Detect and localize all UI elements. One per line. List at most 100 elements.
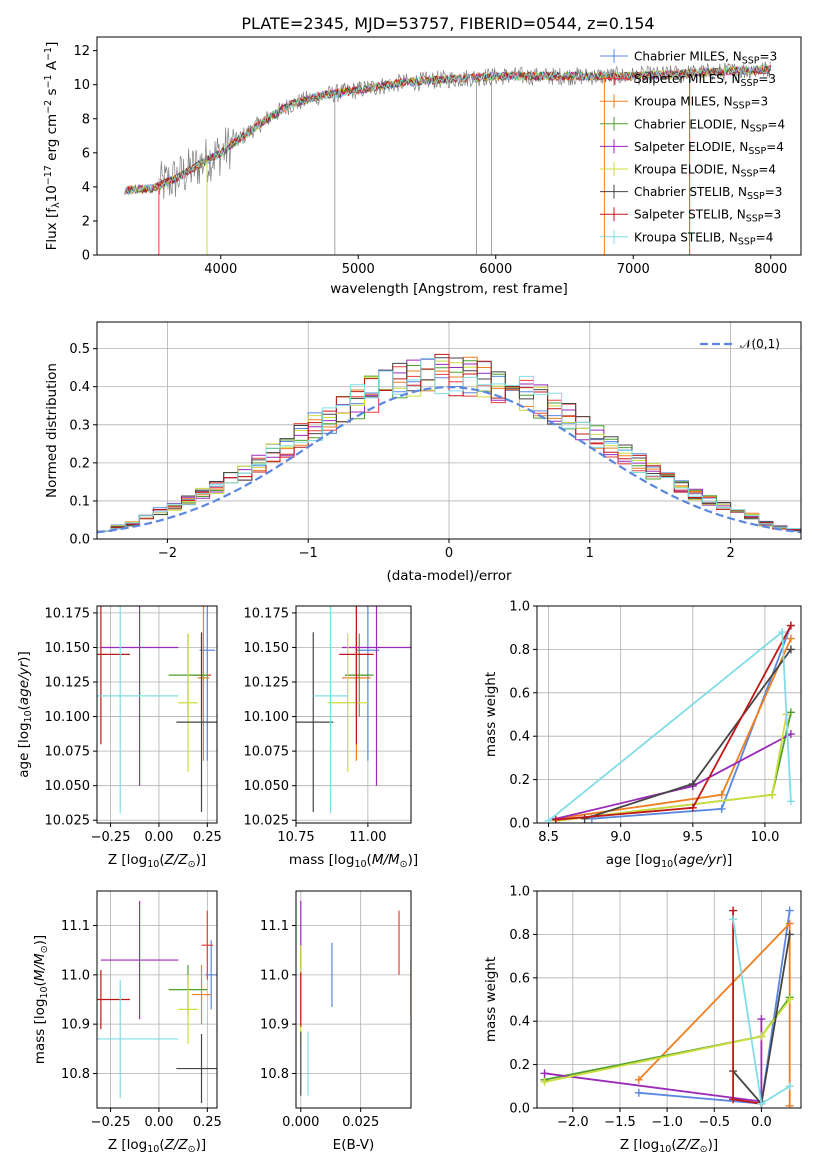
y-tick-label: 10.075 bbox=[244, 745, 290, 760]
axes-frame bbox=[96, 605, 218, 824]
y-tick-label: 11.1 bbox=[61, 919, 90, 934]
x-tick-label: 0.025 bbox=[342, 1115, 379, 1130]
gridlines bbox=[537, 605, 801, 824]
y-tick-label: 0.2 bbox=[509, 773, 530, 788]
panel-spectrum: 4000 5000 6000 7000 8000 0 2 4 6 8 10 12 wavelength … bbox=[43, 36, 802, 297]
weight-marker bbox=[778, 628, 787, 637]
plot-area bbox=[124, 61, 772, 255]
y-tick-label: 0.2 bbox=[69, 456, 90, 471]
x-tick-label: −1 bbox=[299, 546, 318, 561]
panel-residuals: −2 −1 0 1 2 0.0 0.1 0.2 0.3 0.4 0.5 𝒩(0,1) (data-mod… bbox=[44, 321, 802, 584]
y-tick-label: 10.100 bbox=[244, 710, 290, 725]
x-axis-label: mass [log10(M/M⊙)] bbox=[289, 852, 418, 870]
x-tick-label: 0.000 bbox=[282, 1115, 319, 1130]
plot-area bbox=[296, 606, 411, 814]
axes-frame bbox=[96, 36, 802, 256]
weight-line bbox=[584, 648, 792, 820]
x-tick-label: −1.0 bbox=[651, 1115, 683, 1130]
y-tick-label: 0.4 bbox=[69, 380, 90, 395]
x-tick-label: 10.75 bbox=[277, 830, 314, 845]
y-tick-label: 8 bbox=[82, 112, 90, 127]
y-tick-label: 0.6 bbox=[509, 971, 530, 986]
y-tick-label: 10 bbox=[73, 78, 90, 93]
y-tick-label: 4 bbox=[82, 180, 90, 195]
y-tick-label: 0.8 bbox=[509, 643, 530, 658]
x-tick-label: −0.25 bbox=[91, 1115, 131, 1130]
y-tick-label: 0.5 bbox=[69, 342, 90, 357]
legend-label: Chabrier MILES, NSSP=3 bbox=[634, 50, 777, 67]
weight-marker bbox=[634, 1075, 643, 1084]
y-tick-label: 10.050 bbox=[45, 779, 91, 794]
weight-marker bbox=[688, 803, 697, 812]
y-tick-label: 10.100 bbox=[45, 710, 91, 725]
x-tick-label: 8000 bbox=[754, 262, 787, 277]
x-tick-label: 5000 bbox=[342, 262, 375, 277]
weight-marker bbox=[551, 815, 560, 823]
y-tick-label: 0.3 bbox=[69, 418, 90, 433]
y-tick-label: 11.0 bbox=[260, 968, 289, 983]
y-tick-label: 12 bbox=[73, 44, 90, 59]
x-axis-label: wavelength [Angstrom, rest frame] bbox=[330, 281, 568, 297]
panel-weight_vs_Z: −2.0 −1.5 −1.0 −0.5 0.0 0.0 0.2 0.4 0.6 0.8 1.0 Z [… bbox=[483, 885, 802, 1155]
y-tick-label: 10.175 bbox=[45, 606, 91, 621]
x-tick-label: 2 bbox=[726, 546, 734, 561]
weight-marker bbox=[717, 790, 726, 799]
plot-area bbox=[97, 353, 801, 534]
x-tick-label: −1.5 bbox=[604, 1115, 636, 1130]
y-tick-label: 10.9 bbox=[260, 1018, 289, 1033]
legend-label: Kroupa ELODIE, NSSP=4 bbox=[634, 163, 776, 180]
y-tick-label: 10.175 bbox=[244, 606, 290, 621]
weight-marker bbox=[786, 621, 795, 630]
weight-marker bbox=[786, 797, 795, 806]
x-tick-label: 0.25 bbox=[193, 830, 222, 845]
x-axis-label: age [log10(age/yr)] bbox=[606, 852, 732, 870]
axes-frame bbox=[295, 890, 412, 1109]
y-tick-label: 11.1 bbox=[260, 919, 289, 934]
legend-label: Chabrier STELIB, NSSP=3 bbox=[634, 185, 782, 202]
weight-marker bbox=[729, 1095, 738, 1104]
axes-frame bbox=[96, 890, 218, 1109]
panel-mass_vs_ebv: 0.000 0.025 10.8 10.9 11.0 11.1 E(B-V) bbox=[260, 890, 412, 1153]
legend-label: Salpeter MILES, NSSP=3 bbox=[634, 72, 776, 89]
histogram-step bbox=[97, 353, 801, 532]
y-tick-label: 10.075 bbox=[45, 745, 91, 760]
y-axis-label: mass [log10(M/M⊙)] bbox=[32, 935, 50, 1064]
histogram-step bbox=[97, 357, 801, 532]
legend-label: Chabrier ELODIE, NSSP=4 bbox=[634, 117, 785, 134]
weight-marker bbox=[757, 1099, 766, 1108]
legend-label: 𝒩(0,1) bbox=[740, 337, 780, 351]
weight-line bbox=[555, 638, 792, 820]
y-tick-label: 10.050 bbox=[244, 779, 290, 794]
y-axis-label: Flux [fλ10−17 erg cm−2 s−1 A−1] bbox=[43, 42, 62, 251]
gridlines bbox=[97, 891, 217, 1108]
weight-marker bbox=[768, 790, 777, 799]
weight-marker bbox=[786, 634, 795, 643]
weight-marker bbox=[717, 804, 726, 813]
legend-label: Salpeter ELODIE, NSSP=4 bbox=[634, 140, 784, 157]
normal-curve bbox=[97, 385, 801, 534]
y-tick-label: 10.025 bbox=[244, 814, 290, 829]
y-tick-label: 6 bbox=[82, 146, 90, 161]
weight-marker bbox=[540, 1069, 549, 1078]
x-tick-label: 7000 bbox=[617, 262, 650, 277]
y-tick-label: 0.4 bbox=[509, 1015, 530, 1030]
y-tick-label: 11.0 bbox=[61, 968, 90, 983]
weight-line bbox=[591, 625, 792, 820]
weight-marker bbox=[757, 1032, 766, 1041]
y-tick-label: 10.150 bbox=[244, 641, 290, 656]
x-tick-label: 0 bbox=[445, 546, 453, 561]
weight-marker bbox=[785, 930, 794, 939]
plot-area bbox=[540, 906, 794, 1108]
legend-label: Salpeter STELIB, NSSP=3 bbox=[634, 208, 781, 225]
x-tick-label: 1 bbox=[586, 546, 594, 561]
weight-marker bbox=[540, 1077, 549, 1086]
weight-line bbox=[544, 1019, 763, 1103]
weight-marker bbox=[729, 915, 738, 924]
weight-marker bbox=[786, 645, 795, 654]
y-tick-label: 0.0 bbox=[509, 1102, 530, 1117]
weight-marker bbox=[785, 1101, 794, 1108]
y-tick-label: 10.025 bbox=[45, 814, 91, 829]
y-tick-label: 0.0 bbox=[69, 533, 90, 548]
legend-label: Kroupa STELIB, NSSP=4 bbox=[634, 230, 773, 247]
